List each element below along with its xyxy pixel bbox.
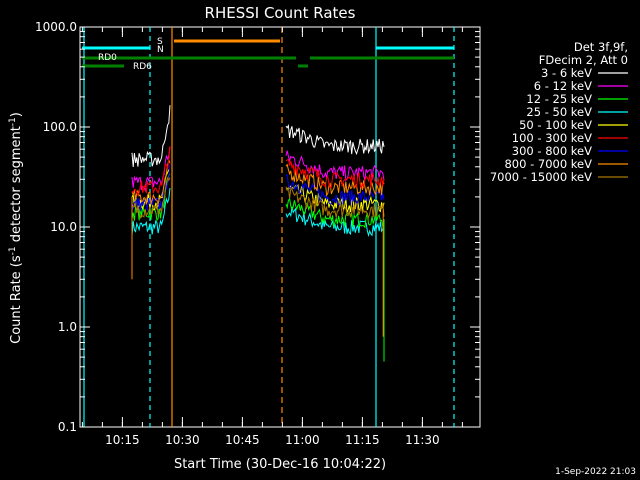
legend-entry-label: 3 - 6 keV [541, 66, 592, 80]
flag-rd6: RD6 [133, 62, 152, 72]
series-group [131, 105, 385, 362]
series-line [285, 158, 385, 190]
event-lines [83, 27, 455, 427]
legend-entry-label: 7000 - 15000 keV [490, 170, 592, 184]
series-line [131, 158, 171, 206]
legend-entry-label: 25 - 50 keV [526, 105, 592, 119]
flag-s: S [157, 37, 163, 47]
y-tick-label: 0.1 [58, 420, 77, 434]
series-line [131, 146, 171, 197]
x-tick-label: 10:45 [225, 433, 260, 447]
y-tick-label: 100.0 [43, 120, 77, 134]
series-line [285, 163, 385, 197]
legend-entry-label: 12 - 25 keV [526, 92, 592, 106]
chart-title: RHESSI Count Rates [205, 4, 356, 22]
legend-entry-label: 800 - 7000 keV [504, 157, 592, 171]
legend-entry-label: 50 - 100 keV [519, 118, 592, 132]
tick-group: 0.1 1.0 10.0 100.0 1000.0 10:15 10:30 10:45 11:0… [35, 20, 480, 447]
y-axis-label: Count Rate (s-1 detector segment-1) [8, 112, 24, 344]
x-tick-label: 10:15 [105, 433, 140, 447]
series-line [131, 176, 171, 220]
series-line [285, 150, 385, 182]
series-line [131, 173, 171, 222]
series-line [131, 187, 171, 236]
y-tick-label: 1000.0 [35, 20, 77, 34]
legend-entry-label: 300 - 800 keV [512, 144, 592, 158]
y-tick-label: 1.0 [58, 320, 77, 334]
legend-header-2: FDecim 2, Att 0 [539, 53, 628, 67]
flag-rd0: RD0 [98, 53, 117, 63]
y-tick-label: 10.0 [50, 220, 77, 234]
x-tick-label: 11:30 [405, 433, 440, 447]
x-tick-label: 11:00 [285, 433, 320, 447]
x-tick-label: 11:15 [345, 433, 380, 447]
legend-entry-label: 6 - 12 keV [534, 79, 592, 93]
series-line [131, 105, 171, 167]
status-bars: RD0 RD6 SN [82, 37, 454, 72]
legend-entry-label: 100 - 300 keV [512, 131, 592, 145]
series-line [285, 123, 385, 156]
footer-date: 1-Sep-2022 21:03 [555, 467, 636, 477]
x-axis-label: Start Time (30-Dec-16 10:04:22) [174, 457, 386, 472]
series-line [285, 186, 385, 220]
series-line [285, 173, 385, 207]
x-tick-label: 10:30 [165, 433, 200, 447]
flag-n: N [157, 45, 164, 55]
legend-header-1: Det 3f,9f, [574, 40, 628, 54]
